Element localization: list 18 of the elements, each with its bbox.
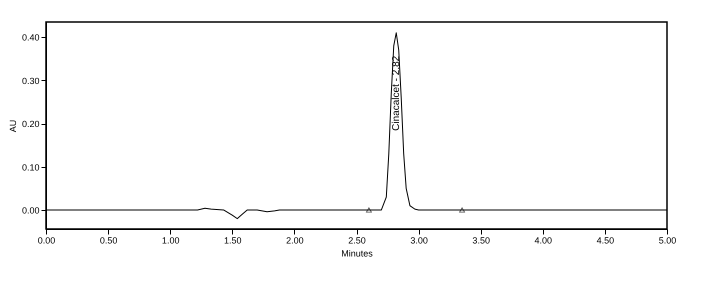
- x-tick-label: 3.00: [410, 236, 428, 246]
- x-tick-label: 2.00: [286, 236, 304, 246]
- x-tick-label: 0.50: [100, 236, 118, 246]
- x-tick-label: 2.50: [348, 236, 366, 246]
- y-tick-label: 0.40: [22, 32, 40, 43]
- y-axis-title: AU: [8, 120, 18, 132]
- x-tick-label: 5.00: [658, 236, 676, 246]
- y-tick-label: 0.30: [22, 76, 40, 86]
- y-tick-label: 0.10: [22, 162, 40, 172]
- x-tick-label: 4.00: [534, 236, 552, 246]
- x-tick-label: 4.50: [596, 236, 614, 246]
- x-tick-label: 1.50: [224, 236, 242, 246]
- x-tick-label: 0.00: [38, 236, 56, 246]
- y-tick-label: 0.20: [22, 119, 40, 130]
- x-tick-label: 1.00: [162, 236, 180, 246]
- x-tick-label: 3.50: [472, 236, 490, 246]
- x-axis-title: Minutes: [341, 248, 374, 258]
- y-tick-label: 0.00: [22, 205, 40, 216]
